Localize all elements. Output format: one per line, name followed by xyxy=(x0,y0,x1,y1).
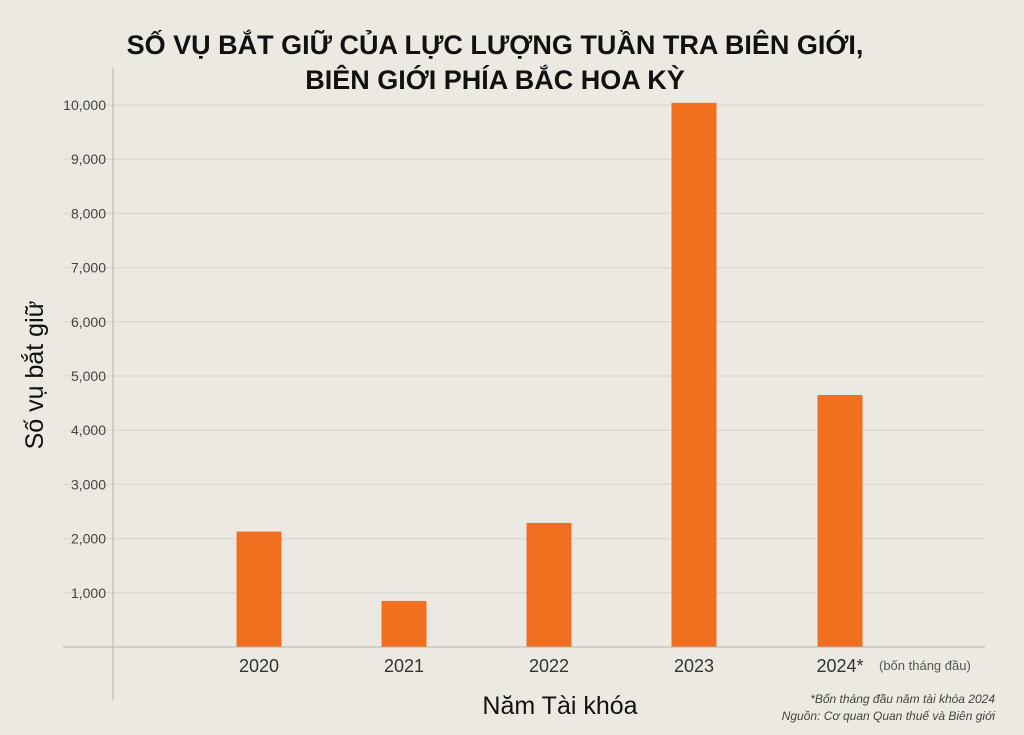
x-axis-label: Năm Tài khóa xyxy=(482,692,637,720)
y-tick-label: 3,000 xyxy=(71,476,106,492)
chart-title-line-2: BIÊN GIỚI PHÍA BẮC HOA KỲ xyxy=(305,64,685,95)
x-tick-label: 2020 xyxy=(239,656,279,676)
bar-2021 xyxy=(381,600,427,647)
footnote: *Bốn tháng đầu năm tài khóa 2024 xyxy=(810,692,995,706)
y-tick-label: 6,000 xyxy=(71,314,106,330)
x-tick-label: 2024* xyxy=(816,656,863,676)
y-tick-label: 1,000 xyxy=(71,585,106,601)
y-tick-label: 2,000 xyxy=(71,531,106,547)
bars xyxy=(236,102,863,647)
source-note: Nguồn: Cơ quan Quan thuế và Biên giới xyxy=(782,709,996,723)
y-tick-labels: 1,000 2,000 3,000 4,000 5,000 6,000 7,000 8,000… xyxy=(63,97,106,601)
y-tick-label: 10,000 xyxy=(63,97,106,113)
y-tick-label: 8,000 xyxy=(71,205,106,221)
y-tick-label: 5,000 xyxy=(71,368,106,384)
bar-2020 xyxy=(236,531,282,647)
x-tick-label: 2022 xyxy=(529,656,569,676)
gridlines xyxy=(63,104,985,594)
bar-2022 xyxy=(526,522,572,647)
bar-2024 xyxy=(817,394,863,647)
y-tick-label: 9,000 xyxy=(71,151,106,167)
y-tick-label: 7,000 xyxy=(71,260,106,276)
x-tick-label: 2021 xyxy=(384,656,424,676)
x-tick-label: 2023 xyxy=(674,656,714,676)
bar-2023 xyxy=(671,102,717,647)
y-axis-label: Số vụ bắt giữ xyxy=(20,301,49,450)
y-tick-label: 4,000 xyxy=(71,422,106,438)
chart-title-line-1: SỐ VỤ BẮT GIỮ CỦA LỰC LƯỢNG TUẦN TRA BIÊ… xyxy=(127,28,864,60)
x-tick-labels: 2020 2021 2022 2023 2024* (bốn tháng đầu) xyxy=(239,656,971,676)
x-tick-note: (bốn tháng đầu) xyxy=(879,658,971,673)
